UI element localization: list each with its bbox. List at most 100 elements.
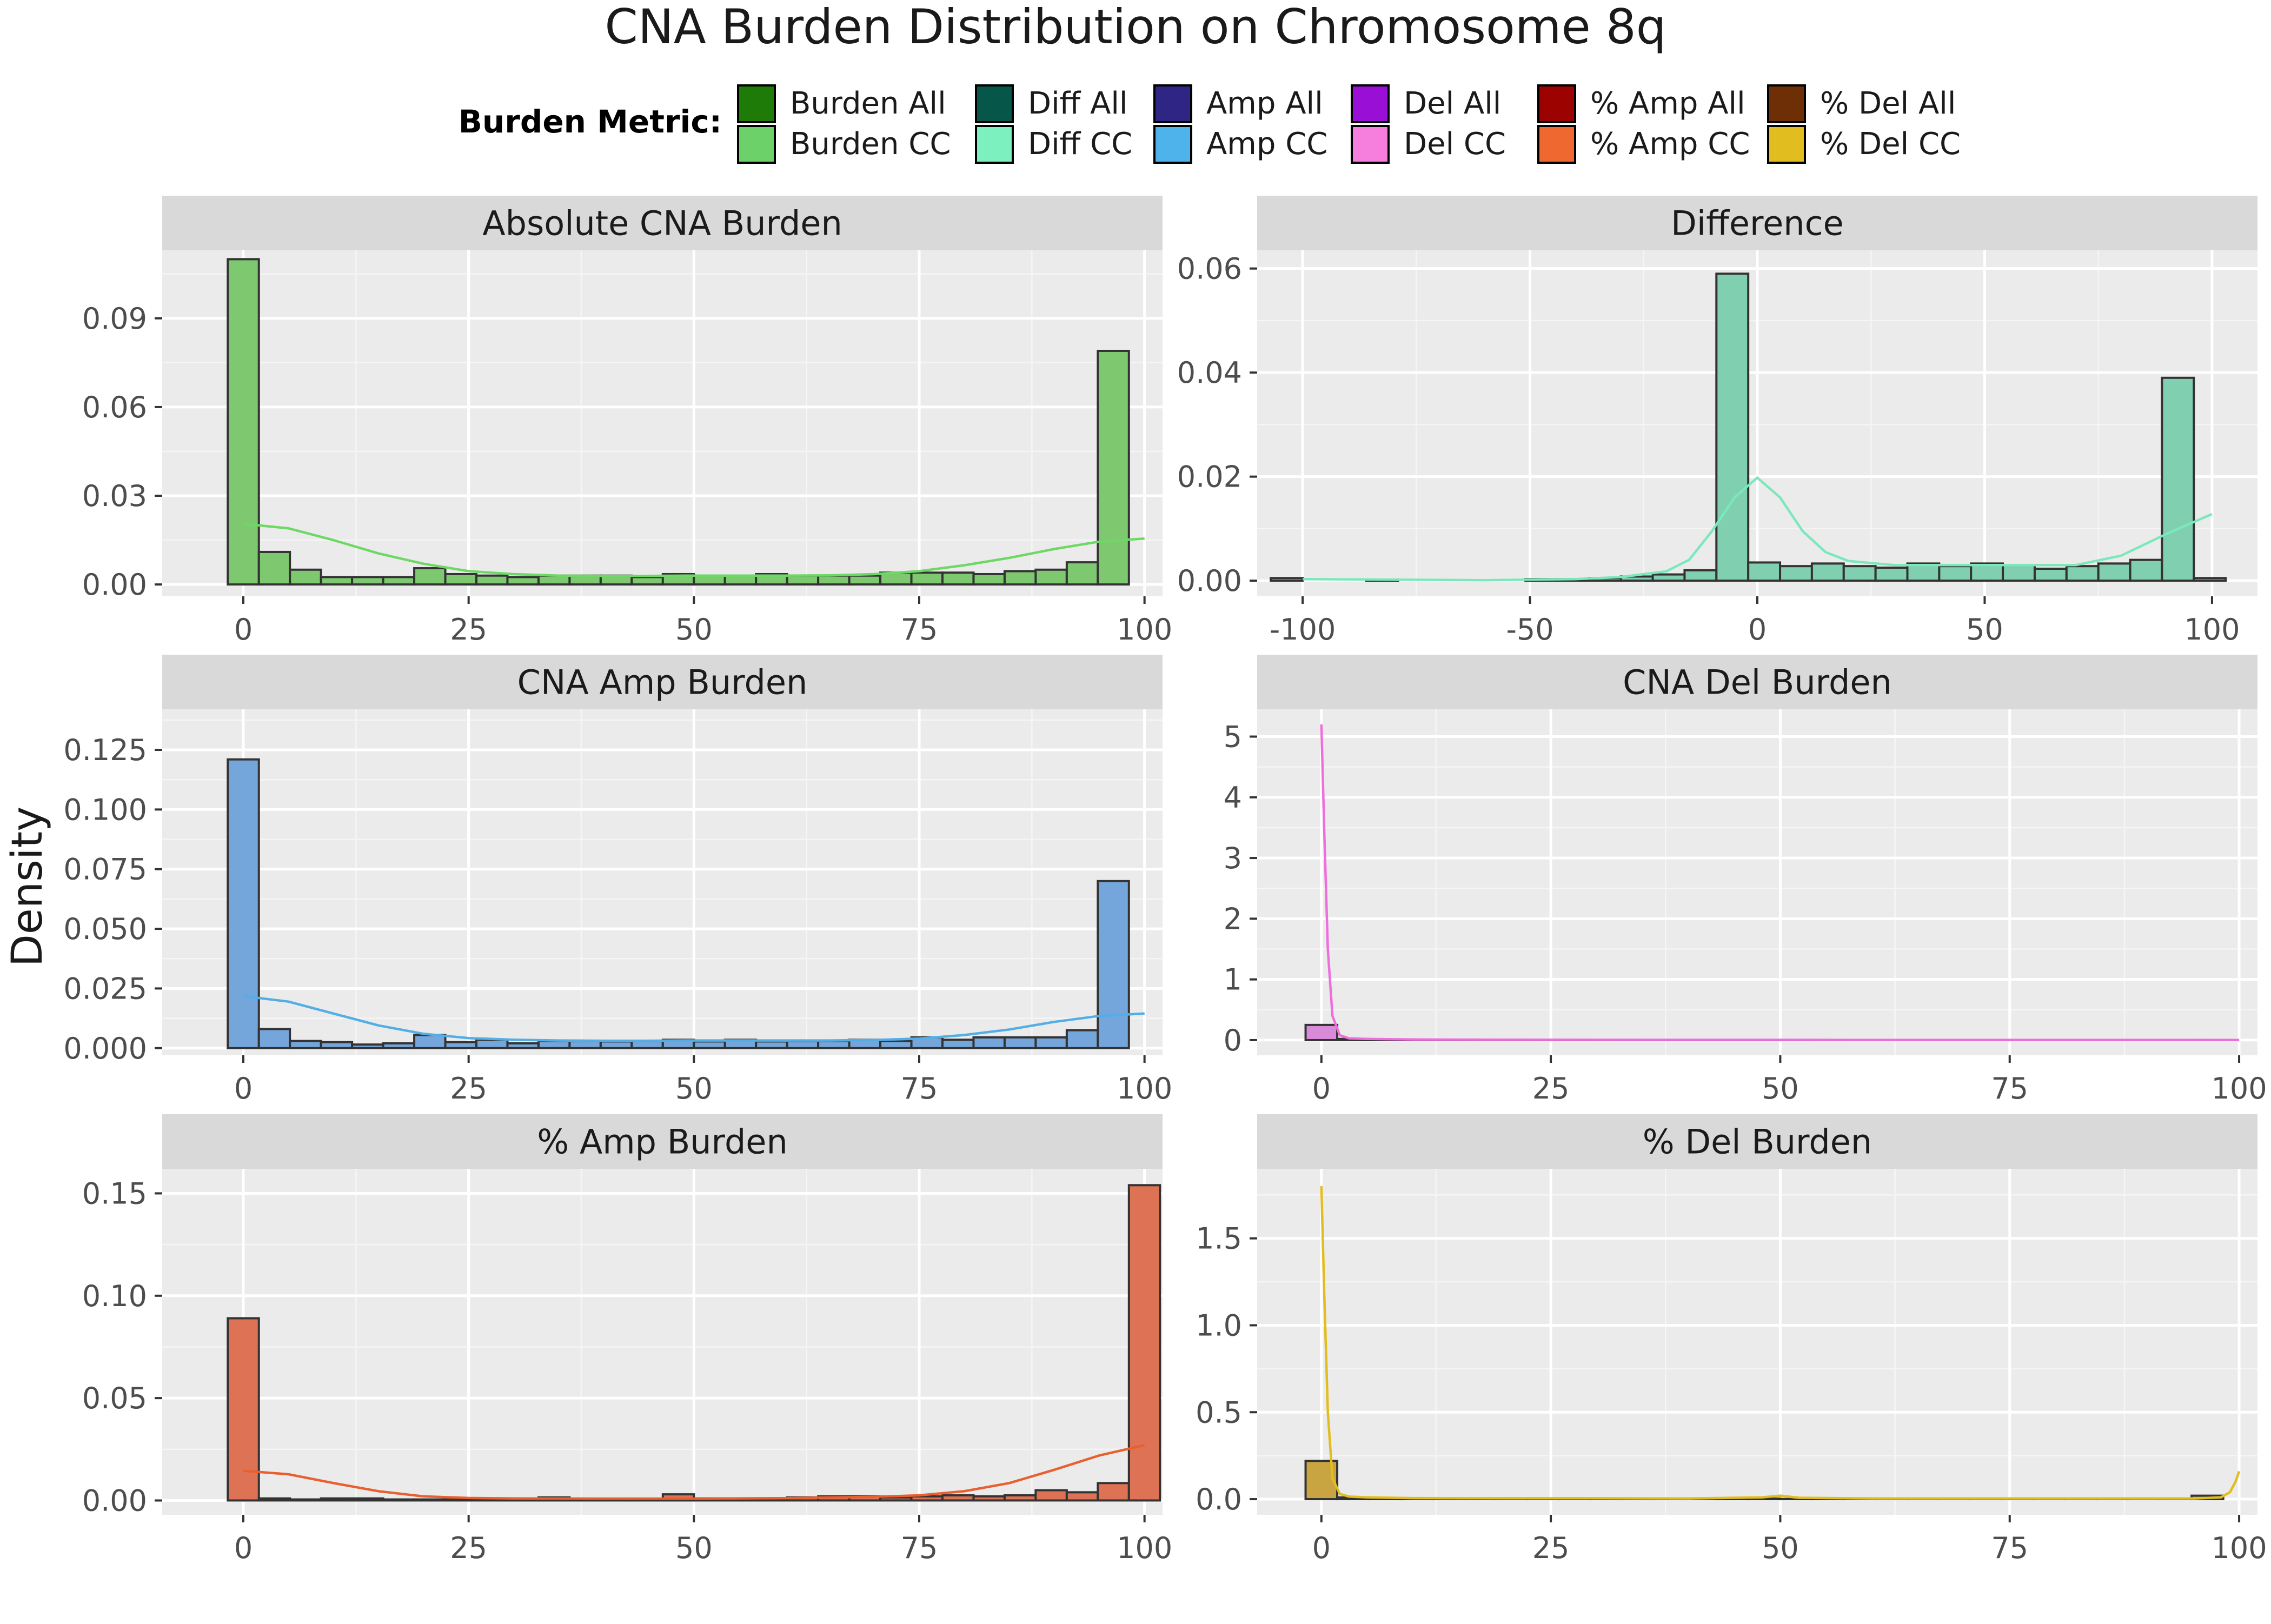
histogram-bar [259,552,290,584]
histogram-bar [1716,274,1748,581]
histogram-bar [569,1041,600,1048]
x-tick-label: 0 [234,1531,253,1565]
histogram-bar [632,1041,662,1048]
legend-label: % Amp All [1590,86,1745,121]
legend-label: % Del All [1820,86,1956,121]
x-tick-label: 0 [1312,1531,1331,1565]
histogram-bar [1129,1185,1160,1500]
x-tick-label: 75 [1991,1531,2028,1565]
panel-title: % Amp Burden [537,1122,788,1162]
y-tick-label: 0.02 [1177,460,1242,494]
x-tick-label: 0 [234,1071,253,1106]
y-tick-label: 0.06 [1177,252,1242,286]
x-tick-label: 50 [675,1531,713,1565]
histogram-bar [414,1035,445,1048]
y-tick-label: 0.000 [63,1031,147,1066]
x-tick-label: 75 [901,1531,938,1565]
legend-item: Burden All [738,85,946,122]
histogram-bar [446,1042,476,1048]
legend-item: Del CC [1352,126,1506,163]
x-tick-label: 100 [1117,1531,1172,1565]
x-tick-label: -50 [1506,613,1553,647]
histogram-bar [228,259,258,584]
legend-key [976,85,1013,122]
x-tick-label: 25 [1532,1071,1570,1106]
y-tick-label: 1 [1224,963,1242,997]
x-tick-label: 75 [901,613,938,647]
panel-background [1257,709,2257,1055]
histogram-bar [1098,351,1128,584]
histogram-bar [2194,578,2226,581]
histogram-bar [632,577,662,584]
y-axis-label: Density [3,807,52,967]
legend-key [738,126,775,163]
legend-key [1538,85,1575,122]
x-tick-label: 0 [1312,1071,1331,1106]
panel-title: CNA Del Burden [1623,663,1892,702]
histogram-bar [476,576,507,584]
legend-item: Burden CC [738,126,951,163]
histogram-bar [2162,378,2194,581]
y-tick-label: 0.03 [82,479,147,513]
histogram-bar [2035,569,2067,581]
y-tick-label: 0.05 [82,1381,147,1415]
legend-label: Del CC [1404,127,1506,162]
chart-title: CNA Burden Distribution on Chromosome 8q [605,0,1666,55]
y-tick-label: 0.10 [82,1279,147,1313]
legend-label: Diff CC [1028,127,1132,162]
panel-title: Difference [1671,204,1844,243]
y-tick-label: 5 [1224,720,1242,754]
panel-background [162,250,1163,596]
legend-key [976,126,1013,163]
histogram-bar [383,1500,414,1501]
histogram-bar [818,1041,849,1048]
histogram-bar [446,1500,476,1501]
y-tick-label: 0.00 [82,1483,147,1517]
x-tick-label: 100 [2212,1531,2267,1565]
y-tick-label: 2 [1224,902,1242,936]
histogram-bar [352,1499,383,1501]
y-tick-label: 0.0 [1196,1482,1242,1516]
x-tick-label: 100 [1117,613,1172,647]
histogram-bar [1939,566,1971,581]
histogram-bar [259,1029,290,1048]
y-tick-label: 0.15 [82,1176,147,1210]
histogram-bar [973,574,1004,584]
x-tick-label: 0 [1748,613,1767,647]
panel-background [1257,1169,2257,1515]
histogram-bar [476,1500,507,1501]
x-tick-label: 100 [1117,1071,1172,1106]
legend-label: Del All [1404,86,1501,121]
y-tick-label: 0.5 [1196,1395,1242,1429]
x-tick-label: 25 [450,613,487,647]
histogram-bar [787,576,818,584]
y-tick-label: 0 [1224,1023,1242,1057]
x-tick-label: 50 [1762,1531,1799,1565]
histogram-bar [414,1500,445,1501]
panel-title: Absolute CNA Burden [482,204,842,243]
histogram-bar [2067,566,2099,581]
panel-background [162,1169,1163,1515]
histogram-bar [756,1041,787,1048]
y-tick-label: 0.06 [82,390,147,424]
histogram-bar [383,577,414,584]
panel: % Amp Burden 0 25 50 75 100 0.00 0.05 0.10 0.15 [82,1114,1172,1565]
histogram-bar [1748,562,1780,581]
y-tick-label: 4 [1224,781,1242,815]
histogram-bar [228,1318,258,1500]
histogram-bar [1306,1025,1338,1040]
panel-title: % Del Burden [1643,1122,1872,1162]
x-tick-label: 25 [450,1071,487,1106]
legend-label: Diff All [1028,86,1128,121]
histogram-bar [1876,568,1908,581]
x-tick-label: 50 [675,1071,713,1106]
x-tick-label: 25 [450,1531,487,1565]
legend-item: % Del CC [1768,126,1961,163]
histogram-bar [1005,571,1035,585]
y-tick-label: 3 [1224,841,1242,875]
histogram-bar [1098,881,1128,1048]
legend-item: Amp CC [1154,126,1327,163]
